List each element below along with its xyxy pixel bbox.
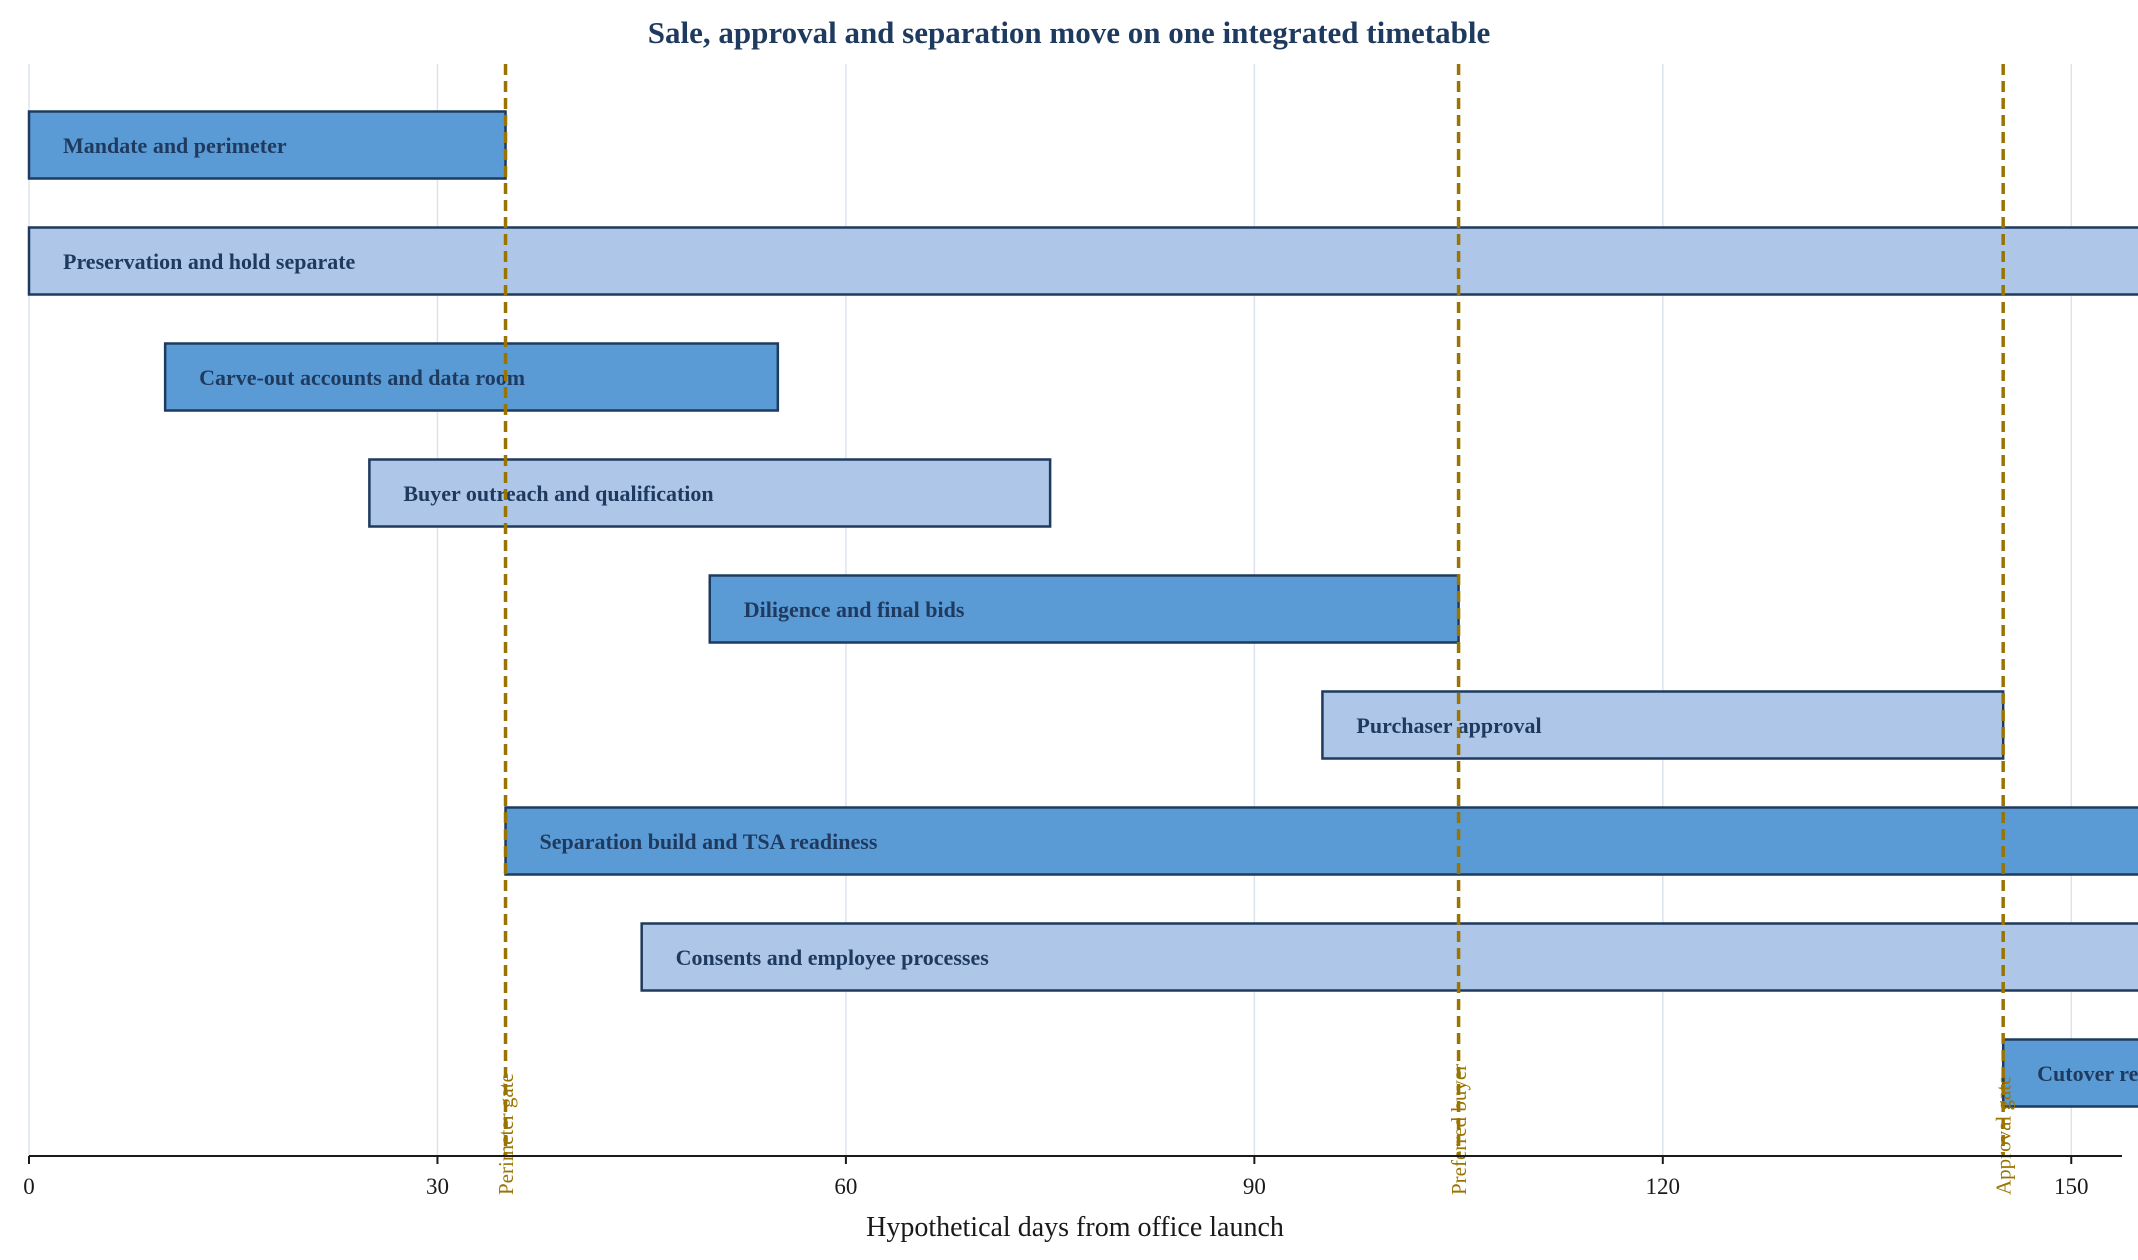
task-bar-group: Mandate and perimeter xyxy=(27,110,507,180)
x-tick-label-0: 0 xyxy=(23,1174,35,1199)
chart-title: Sale, approval and separation move on on… xyxy=(648,15,1490,50)
task-bar-label: Separation build and TSA readiness xyxy=(540,829,878,854)
task-bar-group: Purchaser approval xyxy=(1321,690,2005,760)
task-bar-group: Cutover rehearsal and closing xyxy=(2001,1038,2138,1108)
task-bar-label: Purchaser approval xyxy=(1356,713,1541,738)
milestone-label: Perimeter gate xyxy=(494,1073,518,1195)
x-tick-label-90: 90 xyxy=(1243,1174,1266,1199)
x-tick-label-60: 60 xyxy=(834,1174,857,1199)
task-bar xyxy=(368,458,1052,528)
task-bar-label: Preservation and hold separate xyxy=(63,249,356,274)
x-tick-label-30: 30 xyxy=(426,1174,449,1199)
task-bar-group: Diligence and final bids xyxy=(708,574,1460,644)
task-bar-label: Consents and employee processes xyxy=(676,945,990,970)
milestone-label: Preferred buyer xyxy=(1447,1064,1471,1195)
task-bar xyxy=(640,922,2138,992)
task-bar-group: Buyer outreach and qualification xyxy=(368,458,1052,528)
x-axis-label: Hypothetical days from office launch xyxy=(866,1212,1284,1243)
task-bar-label: Diligence and final bids xyxy=(744,597,965,622)
task-bar xyxy=(504,806,2138,876)
milestone-lines: Perimeter gate Preferred buyer Approval ga… xyxy=(494,64,2016,1195)
task-bar-group: Separation build and TSA readiness xyxy=(504,806,2138,876)
task-bar-label: Carve-out accounts and data room xyxy=(199,365,525,390)
task-bar-group: Preservation and hold separate xyxy=(27,226,2138,296)
task-bar-label: Buyer outreach and qualification xyxy=(403,481,713,506)
milestone-label: Approval gate xyxy=(1992,1075,2016,1195)
task-bar-label: Mandate and perimeter xyxy=(63,133,287,158)
task-bar xyxy=(1321,690,2005,760)
task-bar-group: Consents and employee processes xyxy=(640,922,2138,992)
task-bar-group: Carve-out accounts and data room xyxy=(163,342,780,412)
task-bar xyxy=(708,574,1460,644)
task-bars: Mandate and perimeter Preservation and ho… xyxy=(27,110,2138,1108)
task-bar xyxy=(27,110,507,180)
x-axis-ticks: 0306090120150180 xyxy=(23,1156,2089,1199)
task-bar xyxy=(27,226,2138,296)
task-bar-label: Cutover rehearsal and closing xyxy=(2037,1061,2138,1086)
task-bar xyxy=(163,342,780,412)
x-tick-label-120: 120 xyxy=(1646,1174,1681,1199)
x-tick-label-150: 150 xyxy=(2054,1174,2089,1199)
